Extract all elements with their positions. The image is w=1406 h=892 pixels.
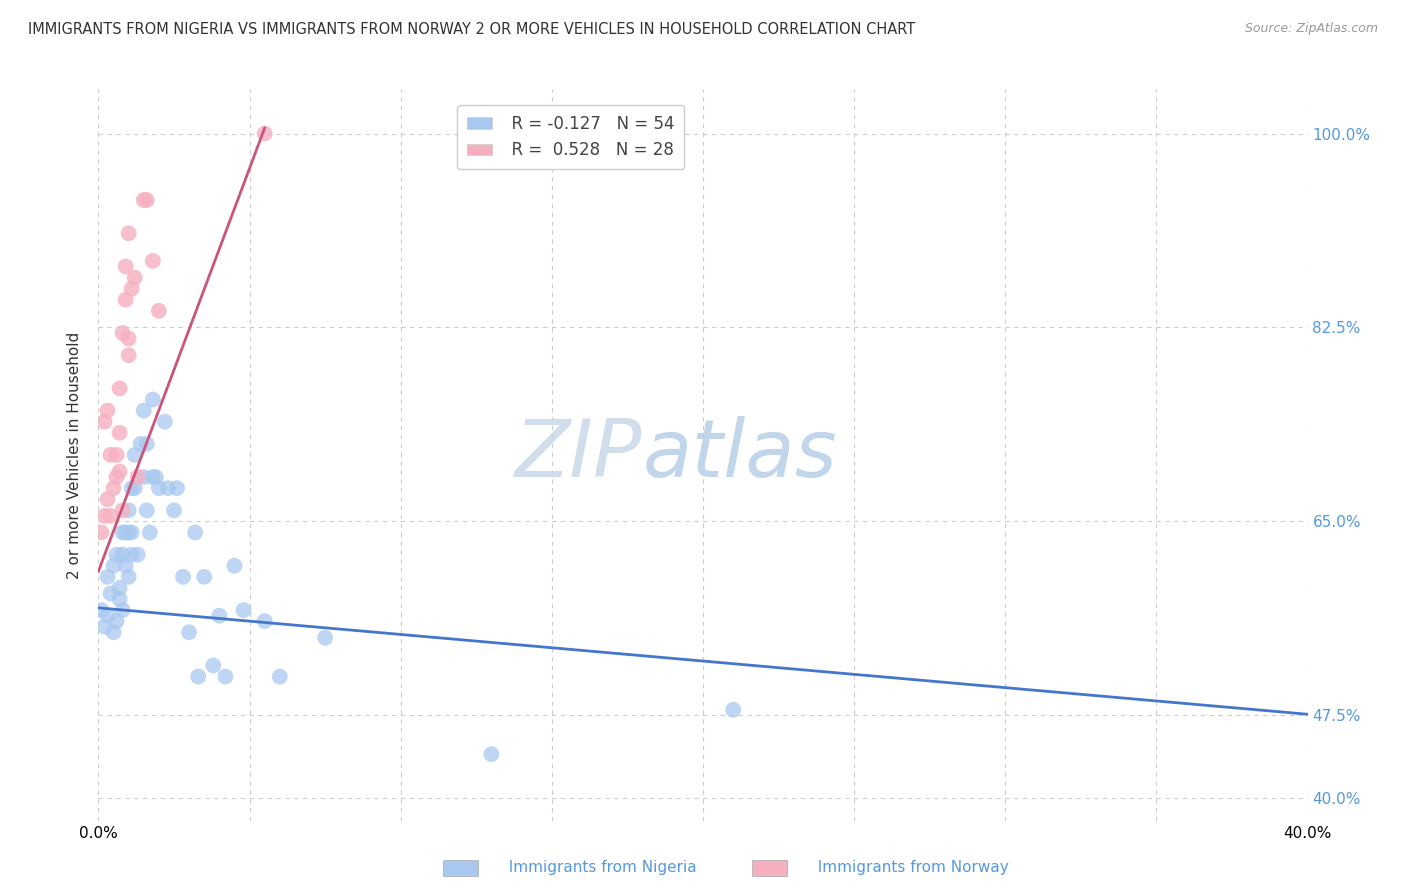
Point (108, 381, 131, 395)
Point (118, 227, 141, 241)
Text: Immigrants from Norway: Immigrants from Norway (808, 860, 1010, 874)
Point (108, 465, 131, 479)
Point (163, 503, 186, 517)
Point (96, 492, 118, 507)
Point (100, 586, 122, 600)
Point (124, 448, 146, 462)
Point (114, 525, 136, 540)
Point (105, 548, 128, 562)
Point (142, 254, 165, 268)
Point (114, 558, 136, 573)
Point (105, 614, 128, 628)
Point (108, 425, 131, 440)
Point (135, 503, 157, 517)
Point (132, 470, 155, 484)
Point (153, 415, 176, 429)
Point (108, 581, 131, 595)
Point (103, 558, 125, 573)
Point (121, 548, 143, 562)
Point (193, 570, 215, 584)
Point (114, 260, 136, 274)
Point (202, 658, 225, 673)
Point (105, 470, 128, 484)
Point (118, 503, 141, 517)
Point (100, 508, 122, 523)
Point (127, 470, 149, 484)
Point (148, 481, 170, 495)
Text: atlas: atlas (643, 416, 838, 494)
Point (114, 293, 136, 307)
Point (96, 570, 118, 584)
Point (723, 703, 745, 717)
Point (132, 403, 155, 417)
Point (118, 348, 141, 362)
Point (118, 570, 141, 584)
Point (103, 481, 125, 495)
Point (135, 193, 157, 207)
Point (93, 508, 115, 523)
Text: IMMIGRANTS FROM NIGERIA VS IMMIGRANTS FROM NORWAY 2 OR MORE VEHICLES IN HOUSEHOL: IMMIGRANTS FROM NIGERIA VS IMMIGRANTS FR… (28, 22, 915, 37)
Point (111, 503, 134, 517)
Point (111, 548, 134, 562)
Point (93, 415, 115, 429)
Point (93, 620, 115, 634)
Text: Source: ZipAtlas.com: Source: ZipAtlas.com (1244, 22, 1378, 36)
Point (118, 525, 141, 540)
Point (90, 525, 112, 540)
Legend:   R = -0.127   N = 54,   R =  0.528   N = 28: R = -0.127 N = 54, R = 0.528 N = 28 (457, 105, 685, 169)
Point (111, 525, 134, 540)
Point (145, 470, 167, 484)
Point (111, 326, 134, 340)
Point (214, 669, 236, 683)
Point (172, 570, 194, 584)
Point (148, 303, 170, 318)
Text: ZIP: ZIP (515, 416, 643, 494)
Point (184, 525, 207, 540)
Point (481, 747, 503, 761)
Point (208, 608, 231, 623)
Point (139, 525, 162, 540)
Point (224, 558, 246, 573)
Point (105, 448, 128, 462)
Point (166, 481, 188, 495)
Point (142, 392, 165, 407)
Point (314, 631, 336, 645)
Point (187, 669, 209, 683)
Point (90, 603, 112, 617)
Point (108, 592, 131, 607)
Point (121, 481, 143, 495)
Point (253, 127, 276, 141)
Point (127, 548, 149, 562)
Point (124, 270, 146, 285)
Point (232, 603, 254, 617)
Point (103, 625, 125, 640)
Point (269, 669, 291, 683)
Point (124, 481, 146, 495)
Point (179, 625, 201, 640)
Point (111, 603, 134, 617)
Point (121, 525, 143, 540)
Text: Immigrants from Nigeria: Immigrants from Nigeria (499, 860, 697, 874)
Point (132, 193, 155, 207)
Point (129, 437, 152, 451)
Point (96, 608, 118, 623)
Point (121, 282, 143, 296)
Point (156, 481, 179, 495)
Point (100, 448, 122, 462)
Point (96, 403, 118, 417)
Point (253, 614, 276, 628)
Point (135, 437, 157, 451)
Point (142, 470, 165, 484)
Point (118, 332, 141, 346)
Y-axis label: 2 or more Vehicles in Household: 2 or more Vehicles in Household (67, 331, 83, 579)
